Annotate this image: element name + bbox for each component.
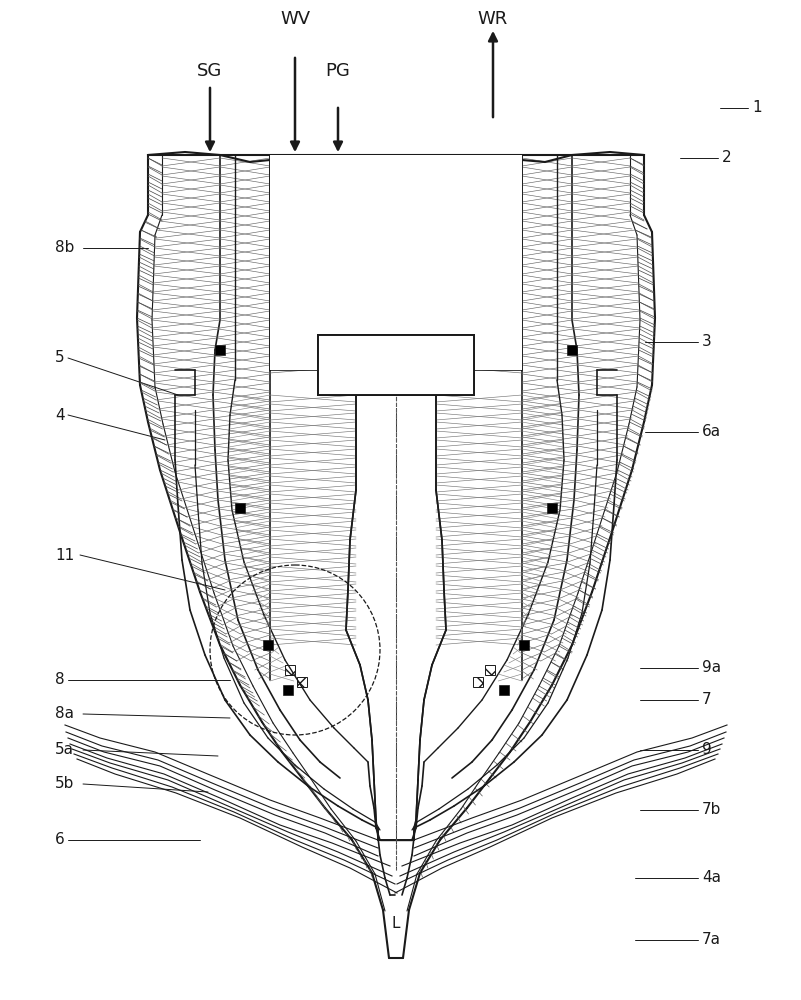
Bar <box>215 345 225 355</box>
Bar <box>473 677 483 687</box>
Polygon shape <box>378 828 414 840</box>
Bar <box>519 640 529 650</box>
Text: 1: 1 <box>752 101 762 115</box>
Polygon shape <box>344 370 448 828</box>
Bar <box>235 503 245 513</box>
Bar <box>499 685 509 695</box>
Text: 8: 8 <box>55 672 65 688</box>
Text: 11: 11 <box>55 548 74 562</box>
Text: WV: WV <box>280 10 310 28</box>
Bar <box>567 345 577 355</box>
Bar <box>485 665 495 675</box>
Text: 9: 9 <box>702 742 712 758</box>
Text: PG: PG <box>326 62 350 80</box>
Text: 8b: 8b <box>55 240 74 255</box>
Bar <box>263 640 273 650</box>
Bar <box>297 677 307 687</box>
Text: 4: 4 <box>55 408 65 422</box>
Text: 7: 7 <box>702 692 711 708</box>
Text: 7a: 7a <box>702 932 721 948</box>
Text: 5: 5 <box>55 351 65 365</box>
Bar <box>318 335 474 395</box>
Text: 9a: 9a <box>702 660 721 676</box>
Text: 5a: 5a <box>55 742 74 758</box>
Text: L: L <box>392 916 400 931</box>
Text: SG: SG <box>197 62 223 80</box>
Bar <box>270 155 522 370</box>
Text: 6a: 6a <box>702 424 721 440</box>
Text: WR: WR <box>478 10 508 28</box>
Bar <box>283 685 293 695</box>
Text: 6: 6 <box>55 832 65 848</box>
Bar <box>285 665 295 675</box>
Text: 4a: 4a <box>702 870 721 886</box>
Text: 8a: 8a <box>55 706 74 722</box>
Text: 3: 3 <box>702 334 712 350</box>
Text: 2: 2 <box>722 150 731 165</box>
Text: 7b: 7b <box>702 802 722 818</box>
Text: 5b: 5b <box>55 776 74 792</box>
Bar <box>318 335 474 395</box>
Bar <box>547 503 557 513</box>
